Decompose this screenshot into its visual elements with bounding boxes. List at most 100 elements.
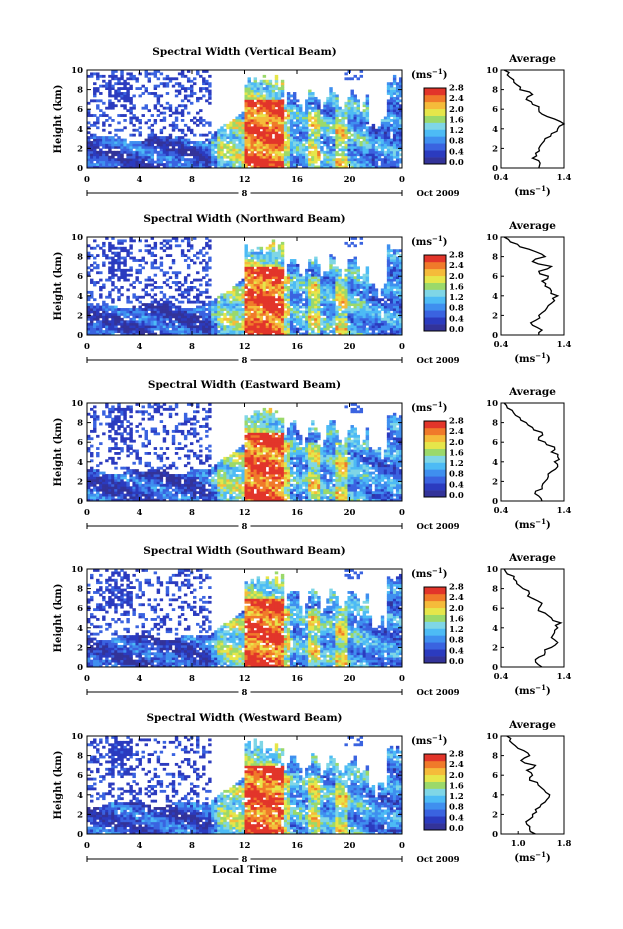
heatmap-cell	[317, 131, 321, 135]
heatmap-cell	[341, 116, 345, 120]
heatmap-cell	[398, 94, 403, 98]
heatmap-cell	[253, 320, 258, 324]
heatmap-cell	[359, 131, 364, 135]
heatmap-cell	[374, 325, 379, 329]
heatmap-cell	[226, 136, 230, 139]
heatmap-cell	[250, 256, 254, 260]
heatmap-cell	[214, 138, 218, 142]
heatmap-cell	[353, 133, 357, 137]
heatmap-cell	[326, 332, 330, 336]
heatmap-cell	[208, 325, 212, 329]
heatmap-cell	[271, 246, 276, 250]
heatmap-cell	[344, 116, 348, 120]
heatmap-cell	[111, 237, 115, 240]
heatmap-cell	[171, 305, 176, 309]
heatmap-cell	[177, 72, 182, 76]
heatmap-cell	[389, 293, 394, 297]
heatmap-cell	[117, 290, 121, 294]
heatmap-cell	[165, 150, 170, 154]
heatmap-cell	[356, 283, 360, 287]
heatmap-cell	[253, 298, 258, 302]
heatmap-cell	[383, 320, 388, 324]
heatmap-cell	[329, 271, 333, 275]
heatmap-cell	[320, 123, 324, 127]
heatmap-cell	[123, 92, 127, 95]
heatmap-cell	[350, 327, 354, 331]
heatmap-cell	[114, 92, 118, 95]
heatmap-cell	[114, 104, 118, 108]
heatmap-cell	[250, 145, 254, 149]
heatmap-cell	[295, 163, 300, 166]
heatmap-cell	[126, 82, 130, 86]
heatmap-cell	[262, 259, 267, 262]
heatmap-cell	[247, 305, 251, 309]
heatmap-cell	[99, 158, 103, 162]
heatmap-cell	[117, 92, 121, 95]
heatmap-cell	[123, 163, 127, 166]
heatmap-cell	[274, 278, 279, 282]
heatmap-cell	[347, 104, 351, 108]
heatmap-cell	[232, 141, 236, 144]
heatmap-cell	[244, 116, 248, 120]
heatmap-cell	[356, 163, 360, 166]
heatmap-cell	[250, 320, 254, 324]
heatmap-cell	[250, 271, 254, 275]
heatmap-cell	[117, 136, 121, 139]
heatmap-cell	[238, 286, 242, 289]
heatmap-cell	[250, 273, 254, 277]
heatmap-cell	[329, 111, 333, 115]
heatmap-cell	[289, 121, 294, 125]
heatmap-cell	[299, 148, 303, 152]
heatmap-cell	[205, 89, 209, 93]
heatmap-cell	[386, 290, 391, 294]
heatmap-cell	[308, 276, 312, 280]
heatmap-cell	[332, 273, 336, 277]
heatmap-cell	[320, 141, 324, 144]
heatmap-cell	[311, 141, 315, 144]
heatmap-cell	[141, 327, 145, 331]
heatmap-cell	[259, 332, 264, 336]
heatmap-cell	[253, 327, 258, 331]
heatmap-cell	[344, 317, 348, 321]
heatmap-cell	[96, 158, 100, 162]
heatmap-cell	[347, 160, 351, 164]
heatmap-cell	[289, 133, 294, 137]
heatmap-cell	[156, 305, 161, 309]
heatmap-cell	[365, 158, 370, 162]
heatmap-cell	[362, 305, 367, 309]
heatmap-cell	[147, 158, 152, 162]
heatmap-cell	[132, 114, 136, 117]
heatmap-cell	[350, 94, 354, 98]
heatmap-cell	[126, 288, 130, 292]
heatmap-cell	[389, 143, 394, 147]
heatmap-cell	[244, 131, 248, 135]
heatmap-cell	[350, 312, 354, 316]
heatmap-cell	[199, 141, 203, 144]
heatmap-cell	[341, 298, 345, 302]
heatmap-cell	[162, 303, 167, 306]
heatmap-cell	[395, 153, 400, 157]
heatmap-cell	[180, 84, 185, 88]
heatmap-cell	[302, 298, 306, 302]
heatmap-cell	[129, 320, 133, 324]
heatmap-cell	[250, 153, 254, 157]
heatmap-cell	[205, 121, 209, 125]
heatmap-cell	[111, 138, 115, 142]
heatmap-cell	[277, 92, 282, 95]
heatmap-cell	[193, 165, 197, 169]
heatmap-cell	[202, 320, 206, 324]
heatmap-cell	[117, 241, 121, 245]
heatmap-cell	[271, 293, 276, 297]
heatmap-cell	[305, 276, 309, 280]
heatmap-cell	[238, 128, 242, 132]
heatmap-cell	[299, 143, 303, 147]
heatmap-cell	[280, 104, 285, 108]
heatmap-cell	[371, 123, 376, 127]
heatmap-cell	[362, 153, 367, 157]
heatmap-cell	[123, 239, 127, 243]
heatmap-cell	[359, 283, 364, 287]
heatmap-cell	[338, 109, 342, 113]
heatmap-cell	[232, 286, 236, 289]
heatmap-cell	[308, 266, 312, 270]
heatmap-cell	[383, 288, 388, 292]
